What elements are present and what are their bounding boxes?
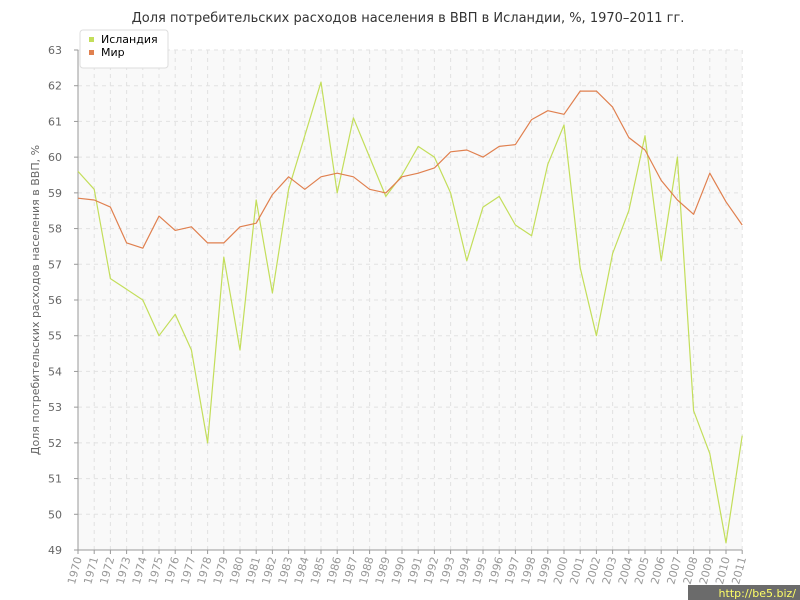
chart-title: Доля потребительских расходов населения … [132,11,685,26]
y-tick-label: 58 [48,223,62,236]
y-tick-label: 57 [48,258,62,271]
y-tick-label: 59 [48,187,62,200]
legend-box [79,29,169,69]
watermark-background [688,585,800,600]
y-tick-label: 50 [48,508,62,521]
y-tick-label: 60 [48,151,62,164]
legend-swatch-world [89,50,94,55]
legend-swatch-iceland [89,37,94,42]
y-tick-label: 55 [48,330,62,343]
y-tick-label: 54 [48,365,62,378]
y-tick-label: 51 [48,473,62,486]
y-tick-label: 56 [48,294,62,307]
y-axis-label: Доля потребительских расходов населения … [29,145,42,455]
y-tick-label: 61 [48,115,62,128]
y-tick-label: 62 [48,80,62,93]
series-line-iceland [77,81,743,544]
legend-label-world: Мир [101,46,125,59]
legend-label-iceland: Исландия [101,33,158,46]
watermark: http://be5.biz/ [688,585,800,600]
x-ticks: 1970197119721973197419751976197719781979… [65,550,749,586]
series-line-world [77,90,743,249]
series-lines [77,81,743,544]
y-tick-label: 63 [48,44,62,57]
y-tick-label: 53 [48,401,62,414]
y-ticks: 49 50 51 52 53 54 55 56 57 58 59 60 61 62 63 [48,44,78,557]
watermark-text: http://be5.biz/ [719,587,797,600]
y-tick-label: 49 [48,544,62,557]
y-tick-label: 52 [48,437,62,450]
grid [77,49,743,550]
